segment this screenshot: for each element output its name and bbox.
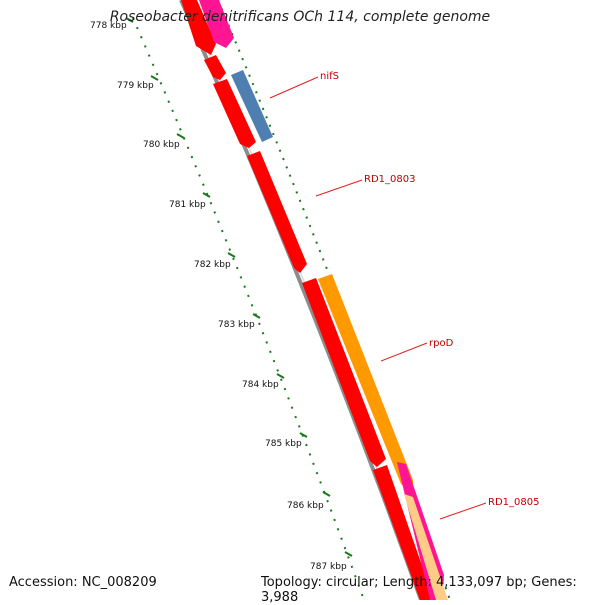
gene-label-RD1_0803: RD1_0803 [364,174,415,185]
tick-mark [176,133,185,139]
gene-cds-top[interactable] [181,0,216,55]
tick-mark [322,491,331,497]
gene-cds-4[interactable] [302,278,386,467]
gene-magenta-top[interactable] [199,0,234,48]
tick-mark [276,373,285,379]
tick-label-785: 785 kbp [265,439,302,449]
tick-label-782: 782 kbp [194,260,231,270]
RD1_0803-leader [315,179,363,197]
gene-label-RD1_0805: RD1_0805 [488,497,539,508]
scale-dotted-track [132,17,365,600]
RD1_0805-leader [439,502,487,520]
nifS-leader [269,76,319,99]
gene-label-nifS: nifS [320,71,339,82]
tick-label-778: 778 kbp [90,21,127,31]
accession-text: Accession: NC_008209 [9,575,157,590]
tick-label-784: 784 kbp [242,380,279,390]
tick-label-781: 781 kbp [169,200,206,210]
tick-mark [227,252,236,258]
genome-summary-text: Topology: circular; Length: 4,133,097 bp… [261,575,577,605]
tick-mark [344,551,353,557]
gene-label-rpoD: rpoD [429,338,454,349]
gene-nifS[interactable] [231,70,273,142]
tick-label-786: 786 kbp [287,501,324,511]
gene-orange-bottom[interactable] [404,494,448,600]
tick-label-787: 787 kbp [310,562,347,572]
gene-cds-small[interactable] [204,55,226,80]
tick-mark [299,432,308,438]
scale-ticks: 778 kbp 779 kbp 780 kbp 781 kbp 782 kbp … [90,17,353,572]
gene-cds-3[interactable] [247,151,307,273]
gene-cds-5[interactable] [373,465,434,600]
gene-label-leaders [269,76,487,520]
tick-label-780: 780 kbp [143,140,180,150]
gene-rpoD[interactable] [318,274,413,494]
rpoD-leader [380,342,428,362]
tick-mark [252,313,261,319]
tick-label-779: 779 kbp [117,81,154,91]
tick-mark [202,192,211,198]
gene-cds-2[interactable] [213,79,256,148]
gene-features [181,0,448,600]
tick-mark [150,75,159,81]
tick-mark [125,17,134,23]
tick-label-783: 783 kbp [218,320,255,330]
genome-title: Roseobacter denitrificans OCh 114, compl… [109,9,491,25]
